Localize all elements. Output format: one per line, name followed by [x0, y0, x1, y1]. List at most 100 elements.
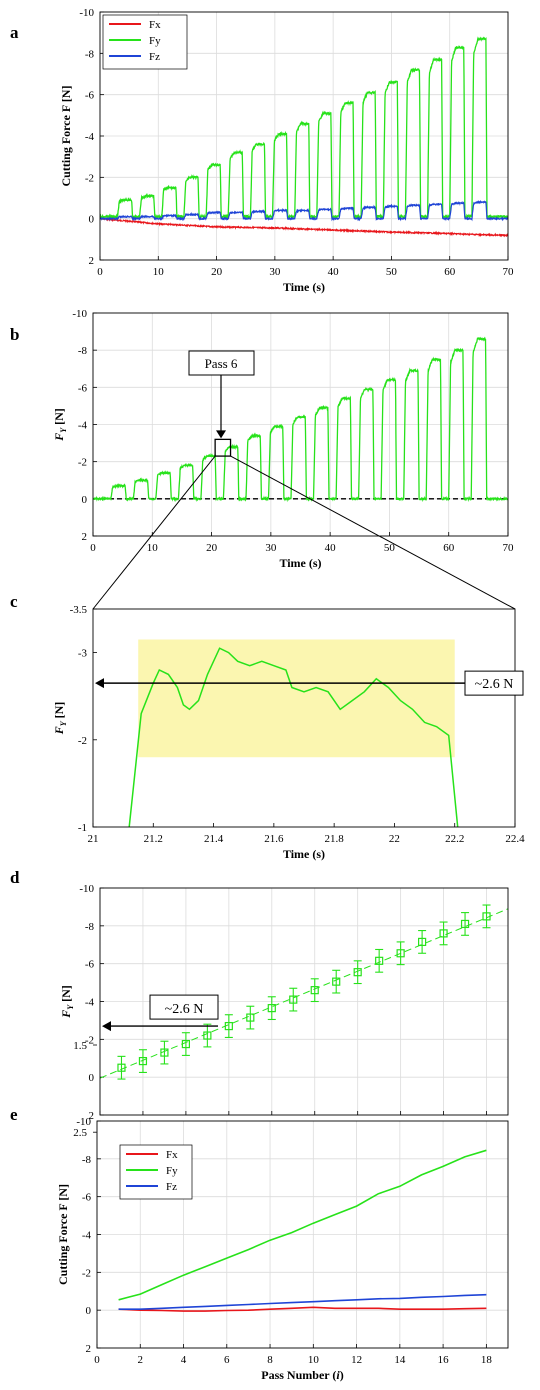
x-axis-label: Pass Number (i) — [261, 1368, 343, 1382]
y-tick-label: 0 — [82, 494, 88, 506]
x-tick-label: 10 — [153, 266, 165, 278]
data-point — [332, 977, 341, 986]
annotation-box — [464, 670, 524, 696]
data-point — [203, 1031, 212, 1040]
data-point — [117, 1063, 126, 1072]
data-point — [160, 1048, 169, 1057]
x-tick-label: 12 — [351, 1354, 362, 1366]
y-tick-label: -8 — [78, 345, 88, 357]
x-tick-label: 40 — [325, 542, 337, 554]
y-tick-label: 0 — [89, 214, 95, 226]
series-line-fy — [128, 647, 459, 828]
y-axis-label-part: [N] — [52, 408, 66, 428]
y-tick-label: 2 — [82, 531, 88, 543]
mean-arrowhead — [102, 1021, 111, 1032]
y-tick-label: -2 — [85, 1034, 94, 1046]
x-tick-label: 70 — [503, 542, 515, 554]
y-tick-label: -6 — [85, 90, 95, 102]
data-point — [267, 1004, 276, 1013]
y-tick-label: -2 — [78, 457, 87, 469]
y-tick-label: -2 — [82, 1267, 91, 1279]
x-tick-label: 10 — [147, 542, 159, 554]
plot-frame — [99, 887, 509, 1116]
series-line-fx — [118, 1306, 487, 1312]
legend-label-fy: Fy — [149, 35, 161, 47]
panel-letter-e: e — [10, 1105, 18, 1124]
panel-letter-b: b — [10, 325, 19, 344]
x-tick-label: 30 — [269, 266, 281, 278]
y-tick-label: -3.5 — [70, 604, 88, 616]
data-point — [138, 1056, 148, 1066]
y-tick-label: -4 — [85, 997, 95, 1009]
zoom-box — [214, 438, 232, 457]
data-point — [310, 986, 319, 995]
y-tick-label: -8 — [85, 48, 95, 60]
y-tick-label: 0 — [86, 1305, 92, 1317]
annotation-mean-label: ~2.6 N — [165, 1002, 204, 1017]
zoom-connector-right — [230, 455, 516, 610]
data-point — [375, 956, 384, 965]
y-tick-label: 0 — [89, 1072, 95, 1084]
data-point — [418, 937, 427, 947]
legend-label-fz: Fz — [149, 51, 160, 63]
x-axis-label-part: ) — [340, 1368, 344, 1382]
data-point — [396, 949, 405, 958]
x-axis-label-part: i — [336, 1368, 340, 1382]
panel-letter-d: d — [10, 868, 20, 887]
y-axis-label-part: F — [59, 1010, 73, 1019]
x-tick-label: 22 — [389, 833, 400, 845]
y-tick-label: -6 — [82, 1192, 92, 1204]
x-tick-label: 22.4 — [505, 833, 525, 845]
annotation-arrowhead — [216, 430, 226, 439]
plot-frame — [92, 608, 516, 828]
x-axis-label: Time (s) — [283, 280, 325, 294]
x-tick-label: 30 — [265, 542, 277, 554]
y-axis-label: FY [N] — [59, 985, 75, 1019]
y-tick-label: -6 — [78, 382, 88, 394]
y-axis-label: Cutting Force F [N] — [56, 1184, 70, 1285]
annotation-box — [188, 350, 255, 376]
y-tick-label: -6 — [85, 959, 95, 971]
legend-label-fy: Fy — [166, 1165, 178, 1177]
series-line-fx — [99, 216, 509, 238]
x-tick-label: 0 — [94, 1354, 100, 1366]
data-point — [439, 929, 448, 938]
y-tick-label: -10 — [72, 308, 87, 320]
data-point — [181, 1039, 190, 1049]
y-tick-label: -10 — [76, 1116, 91, 1128]
y-tick-label: 2 — [86, 1343, 92, 1355]
y-tick-label: -4 — [85, 131, 95, 143]
data-point — [246, 1013, 255, 1022]
y-tick-label: -4 — [82, 1230, 92, 1242]
plot-frame — [96, 1120, 509, 1349]
data-point — [289, 995, 298, 1004]
y-axis-label: FY [N] — [52, 408, 68, 442]
series-line-fy — [99, 36, 509, 221]
annotation-box — [149, 994, 219, 1020]
y-axis-label-part: F — [52, 433, 66, 442]
plot-frame — [99, 11, 509, 261]
legend-label-fx: Fx — [166, 1149, 178, 1161]
x-tick-label: 20 — [211, 266, 223, 278]
x-tick-label: 0 — [97, 266, 103, 278]
data-point — [482, 912, 491, 921]
x-tick-label: 60 — [443, 542, 455, 554]
x-tick-label: 21.6 — [264, 833, 284, 845]
x-tick-label: 40 — [328, 266, 340, 278]
x-axis-label-part: Pass Number ( — [261, 1368, 336, 1382]
y-tick-label: 2 — [89, 255, 95, 267]
y-tick-label: -2 — [78, 735, 87, 747]
legend-label-fx: Fx — [149, 19, 161, 31]
y-tick-label: 2.5 — [73, 1127, 87, 1139]
x-tick-label: 21 — [88, 833, 99, 845]
y-tick-label: 1.5 — [73, 1040, 87, 1052]
y-tick-label: -10 — [79, 883, 94, 895]
y-tick-label: -10 — [79, 7, 94, 19]
legend-label-fz: Fz — [166, 1181, 177, 1193]
y-axis-label-part: [N] — [59, 985, 73, 1005]
mean-band — [138, 639, 455, 758]
x-tick-label: 20 — [206, 542, 218, 554]
x-tick-label: 60 — [444, 266, 456, 278]
x-tick-label: 50 — [384, 542, 396, 554]
